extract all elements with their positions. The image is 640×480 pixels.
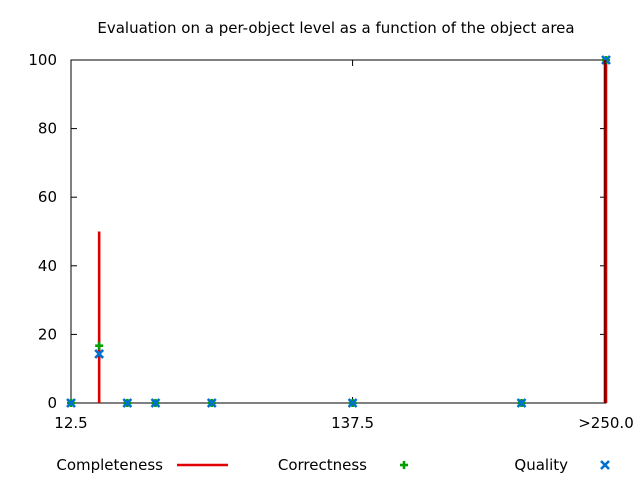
quality-point <box>347 398 358 408</box>
quality-point <box>206 398 217 408</box>
y-tick-label: 60 <box>38 188 57 206</box>
quality-point <box>66 398 76 408</box>
quality-point <box>516 398 527 408</box>
quality-point <box>122 398 133 408</box>
y-tick-label: 40 <box>38 257 57 275</box>
legend-label-quality: Quality <box>514 456 568 474</box>
legend: Completeness Correctness Quality <box>56 456 610 474</box>
correctness-point <box>95 341 104 350</box>
x-tick-label: >250.0 <box>578 414 634 432</box>
quality-point <box>150 398 161 408</box>
chart-title: Evaluation on a per-object level as a fu… <box>97 19 574 37</box>
legend-label-correctness: Correctness <box>278 456 367 474</box>
y-tick-label: 100 <box>28 51 57 69</box>
y-tick-label: 0 <box>47 394 57 412</box>
plot-frame <box>70 59 607 404</box>
legend-marker-correctness <box>400 461 408 469</box>
x-tick-label: 12.5 <box>54 414 87 432</box>
legend-marker-quality <box>600 460 610 470</box>
quality-point <box>94 349 105 359</box>
y-tick-label: 80 <box>38 120 57 138</box>
x-tick-label: 137.5 <box>331 414 374 432</box>
legend-label-completeness: Completeness <box>56 456 163 474</box>
y-tick-label: 20 <box>38 325 57 343</box>
